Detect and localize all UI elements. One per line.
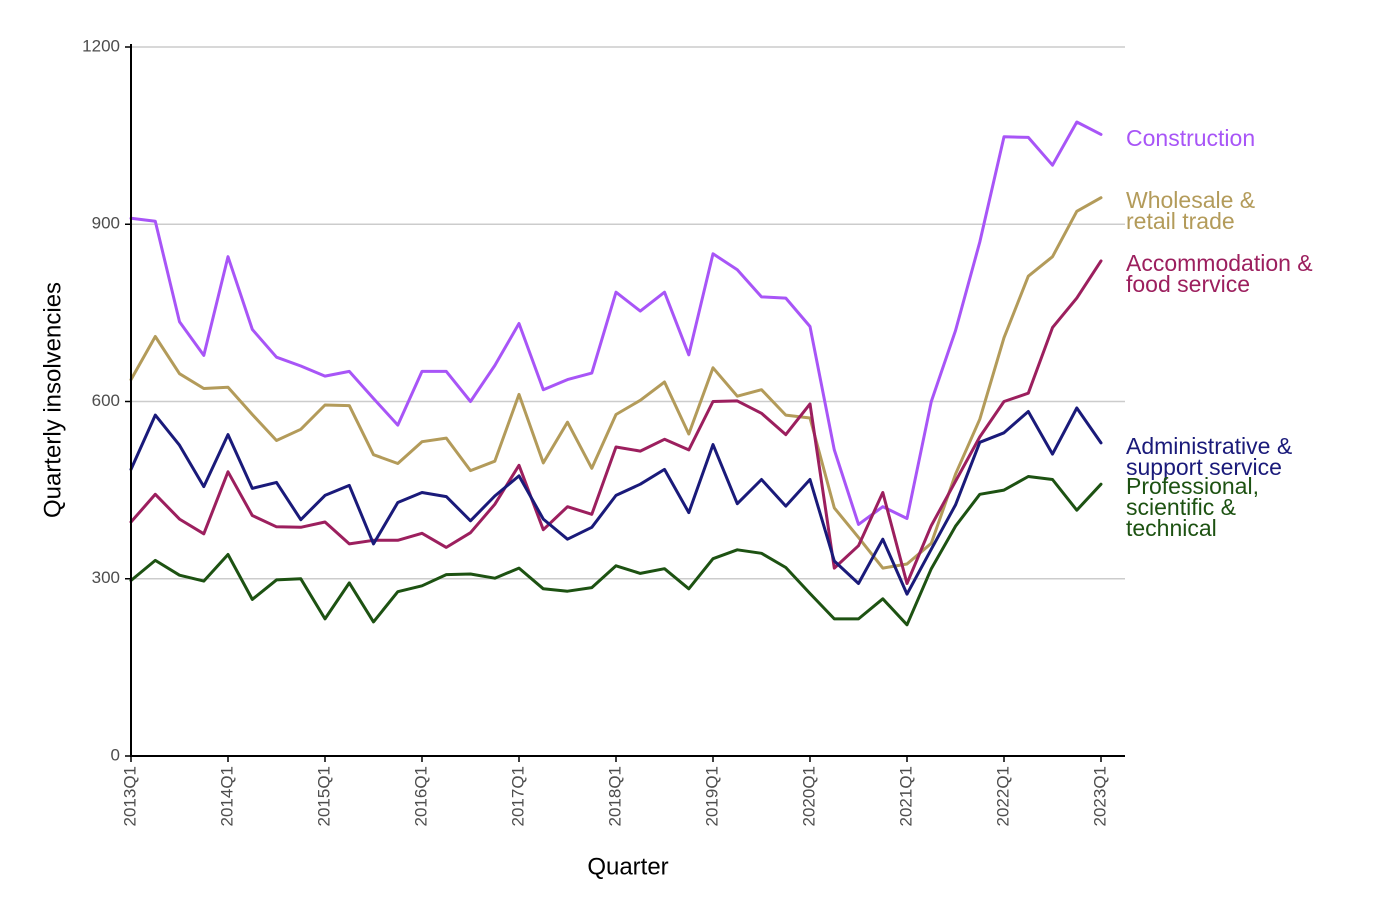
x-tick-label: 2020Q1 [799,766,818,827]
y-axis-title: Quarterly insolvencies [39,282,66,518]
series-label: Professional, scientific & technical [1126,473,1259,541]
gridlines [131,46,1125,580]
y-tick-label: 600 [92,391,120,410]
y-tick-label: 300 [92,568,120,587]
x-tick-label: 2018Q1 [605,766,624,827]
x-tick-label: 2014Q1 [217,766,236,827]
series-label: Administrative & support service [1126,433,1292,480]
series-labels: Construction Wholesale & retail trade Accom… [1126,125,1313,541]
series-lines [129,120,1103,627]
x-tick-label: 2017Q1 [508,766,527,827]
series-line [129,406,1103,596]
x-axis-ticks: 2013Q1 2014Q1 2015Q1 2016Q1 2017Q1 2018Q1 2019… [120,756,1109,827]
y-tick-label: 900 [92,214,120,233]
x-tick-label: 2019Q1 [702,766,721,827]
y-axis-ticks: 0 300 600 900 1200 [82,36,131,764]
series-line [129,259,1103,585]
x-tick-label: 2015Q1 [314,766,333,827]
series-line [129,120,1103,526]
x-tick-label: 2023Q1 [1090,766,1109,827]
series-label: Construction [1126,125,1255,151]
x-tick-label: 2022Q1 [993,766,1012,827]
x-tick-label: 2021Q1 [896,766,915,827]
series-label: Accommodation & food service [1126,250,1313,297]
x-tick-label: 2013Q1 [120,766,139,827]
x-axis-title: Quarter [587,853,668,880]
y-tick-label: 1200 [82,36,120,55]
y-tick-label: 0 [111,745,120,764]
x-tick-label: 2016Q1 [411,766,430,827]
axes [130,44,1125,757]
series-line [129,475,1103,627]
series-label: Wholesale & retail trade [1126,187,1255,234]
series-line [129,196,1103,570]
